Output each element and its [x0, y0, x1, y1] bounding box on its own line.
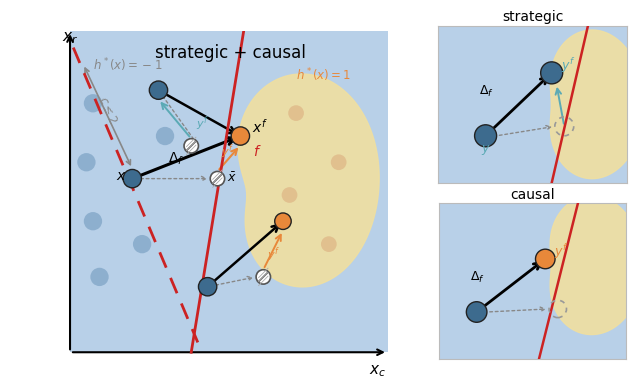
- Circle shape: [275, 213, 291, 229]
- Circle shape: [149, 81, 168, 99]
- Circle shape: [475, 125, 497, 147]
- Text: $y^f$: $y^f$: [268, 246, 280, 264]
- Circle shape: [77, 153, 95, 172]
- Polygon shape: [550, 30, 640, 179]
- Circle shape: [84, 94, 102, 112]
- Text: $\Delta_f$: $\Delta_f$: [470, 270, 485, 285]
- Polygon shape: [238, 74, 379, 287]
- Text: $x^f$: $x^f$: [252, 118, 268, 136]
- Circle shape: [321, 236, 337, 252]
- Circle shape: [467, 302, 487, 322]
- Text: $y^f$: $y^f$: [561, 56, 575, 75]
- Circle shape: [288, 105, 304, 121]
- Text: $\Delta_f$: $\Delta_f$: [168, 150, 184, 167]
- Text: $y^f$: $y^f$: [196, 115, 209, 133]
- Circle shape: [198, 278, 217, 296]
- Text: $y$: $y$: [481, 142, 491, 156]
- Text: $f$: $f$: [253, 144, 262, 159]
- Circle shape: [541, 62, 563, 84]
- Text: $\bar{x}$: $\bar{x}$: [227, 171, 236, 185]
- Text: $y^f$: $y^f$: [221, 142, 234, 161]
- Circle shape: [282, 187, 298, 203]
- Text: $x$: $x$: [116, 169, 127, 183]
- Circle shape: [331, 154, 346, 170]
- Circle shape: [211, 172, 225, 186]
- Circle shape: [536, 249, 555, 269]
- Text: $x_c$: $x_c$: [369, 364, 387, 379]
- Circle shape: [156, 127, 174, 145]
- Text: $c \leq 2$: $c \leq 2$: [96, 94, 120, 126]
- Polygon shape: [550, 196, 640, 335]
- Circle shape: [84, 212, 102, 230]
- Circle shape: [184, 139, 198, 153]
- Title: causal: causal: [511, 188, 555, 202]
- Text: strategic + causal: strategic + causal: [155, 44, 306, 62]
- Circle shape: [133, 235, 151, 254]
- Circle shape: [231, 127, 250, 145]
- Circle shape: [90, 268, 109, 286]
- Text: $x_r$: $x_r$: [62, 30, 78, 46]
- Text: $y^f$: $y^f$: [554, 242, 568, 261]
- Circle shape: [123, 169, 141, 188]
- Circle shape: [256, 270, 271, 284]
- Text: $h^*(x) = -1$: $h^*(x) = -1$: [93, 57, 163, 74]
- Text: $\Delta_f$: $\Delta_f$: [479, 84, 494, 99]
- Title: strategic: strategic: [502, 11, 563, 25]
- Text: $h^*(x) = 1$: $h^*(x) = 1$: [296, 66, 351, 84]
